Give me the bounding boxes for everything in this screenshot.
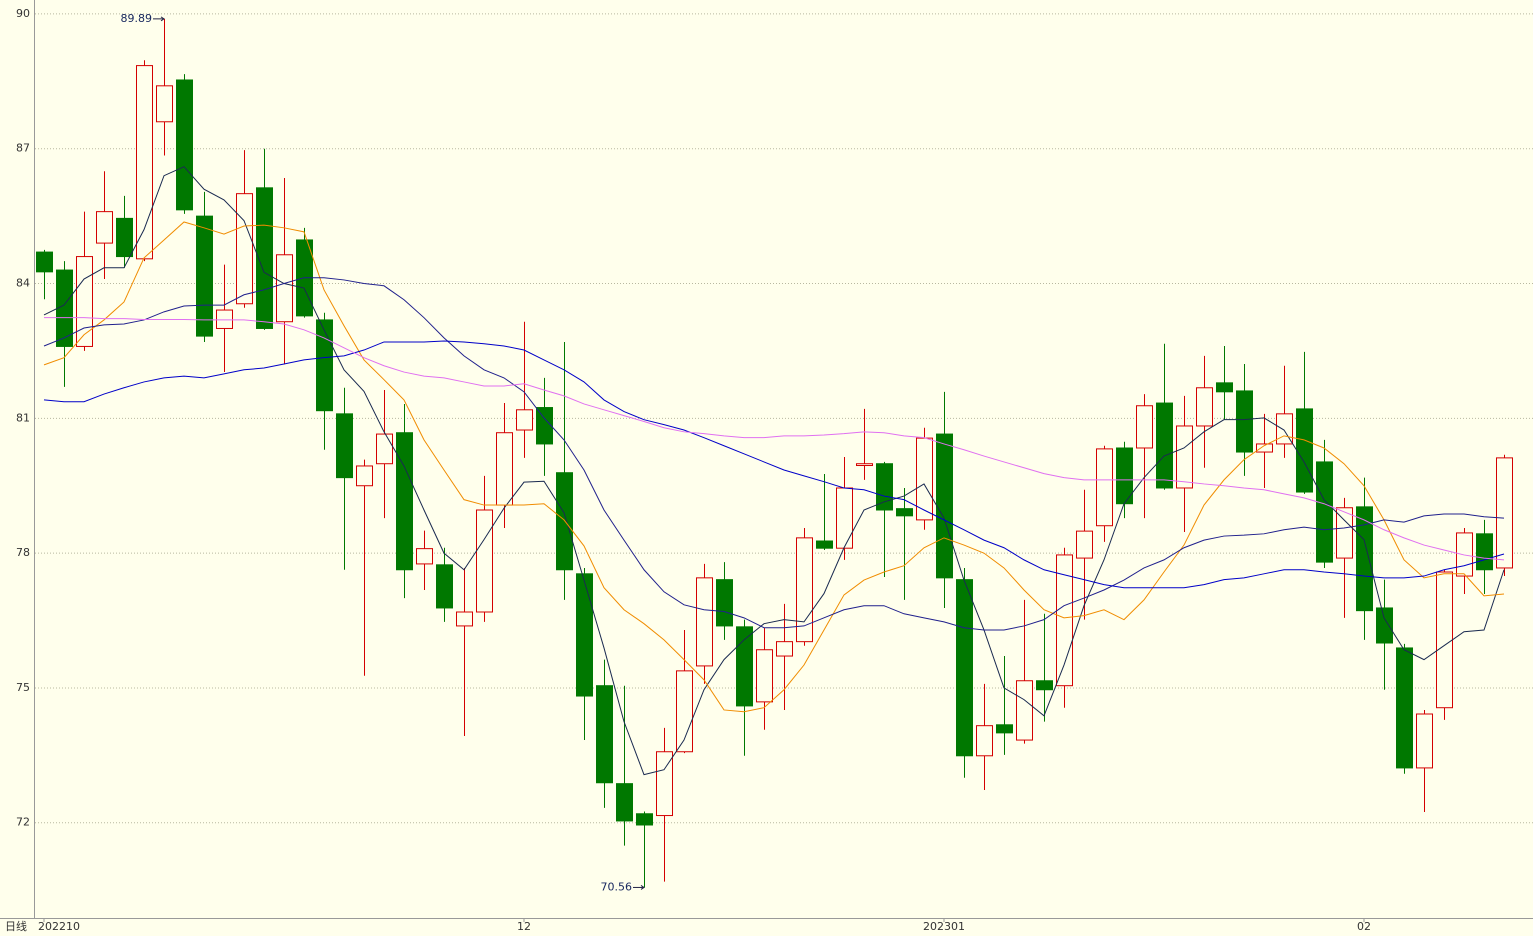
candle-body (756, 649, 773, 703)
candle-body (1196, 387, 1213, 427)
candle-body (1096, 448, 1113, 527)
candle-body (616, 783, 633, 822)
candle-body (956, 579, 973, 757)
candle-body (976, 725, 993, 757)
candle-body (236, 193, 253, 305)
candle-body (316, 319, 333, 412)
candle-body (276, 254, 293, 323)
candle-body (776, 641, 793, 657)
x-tick-label: 02 (1357, 920, 1371, 933)
x-tick-label: 202210 (38, 920, 80, 933)
candle-body (136, 65, 153, 260)
candle-body (496, 432, 513, 506)
candle-body (1436, 571, 1453, 709)
extreme-arrowhead (160, 16, 165, 22)
y-tick-label: 90 (16, 7, 30, 20)
candle-body (1336, 507, 1353, 559)
x-tick-label: 202301 (923, 920, 965, 933)
candle-body (1256, 443, 1273, 453)
candle-body (676, 670, 693, 753)
candle-body (696, 577, 713, 667)
candle-body (116, 217, 133, 258)
candle-body (1496, 457, 1513, 569)
extreme-arrowhead (640, 885, 645, 890)
candle-body (196, 215, 213, 337)
candle-body (256, 187, 273, 329)
candle-body (836, 487, 853, 549)
candle-body (1236, 390, 1253, 453)
period-label: 日线 (5, 919, 27, 933)
candle-body (436, 564, 453, 609)
extreme-label: 70.56 (601, 880, 633, 893)
candle-body (576, 573, 593, 697)
candle-body (1456, 532, 1473, 577)
candle-body (596, 685, 613, 784)
candle-body (1136, 405, 1153, 449)
candle-body (1216, 382, 1233, 393)
y-tick-label: 78 (16, 546, 30, 559)
x-tick-label: 12 (517, 920, 531, 933)
candle-body (96, 211, 113, 244)
candle-body (376, 433, 393, 465)
candle-body (996, 724, 1013, 734)
candle-body (536, 407, 553, 445)
ma-line (44, 317, 1505, 561)
candle-body (1296, 408, 1313, 493)
candle-body (396, 432, 413, 571)
candle-body (816, 540, 833, 549)
candle-body (416, 548, 433, 565)
candle-body (216, 309, 233, 329)
ma-line (43, 340, 1505, 589)
candle-body (1316, 461, 1333, 563)
y-tick-label: 84 (16, 277, 30, 290)
candle-body (1076, 530, 1093, 559)
candle-body (1176, 425, 1193, 489)
candle-body (716, 579, 733, 627)
ma-line (43, 166, 1505, 776)
candle-body (896, 508, 913, 517)
extreme-label: 89.89 (121, 12, 153, 25)
candle-body (356, 465, 373, 487)
y-tick-label: 81 (16, 411, 30, 424)
candle-body (936, 433, 953, 579)
candle-body (636, 813, 653, 826)
candle-body (1396, 647, 1413, 769)
ma-line (43, 277, 1505, 631)
candle-body (1376, 607, 1393, 644)
y-tick-label: 87 (16, 142, 30, 155)
candle-body (516, 409, 533, 431)
candle-body (176, 79, 193, 211)
candle-body (336, 413, 353, 479)
candle-body (1476, 533, 1493, 571)
candle-body (1416, 713, 1433, 769)
ma-line (43, 221, 1505, 713)
candle-body (56, 269, 73, 347)
y-tick-label: 75 (16, 681, 30, 694)
candle-body (656, 751, 673, 817)
candle-body (856, 463, 873, 467)
candle-body (76, 256, 93, 347)
candle-body (876, 463, 893, 511)
candle-body (736, 626, 753, 707)
candle-body (36, 251, 53, 273)
candle-body (1356, 506, 1373, 612)
candle-body (156, 85, 173, 123)
candle-body (476, 509, 493, 613)
candle-body (1036, 680, 1053, 691)
candle-body (1156, 402, 1173, 489)
candle-body (1016, 680, 1033, 741)
candle-body (456, 611, 473, 627)
y-tick-label: 72 (16, 816, 30, 829)
